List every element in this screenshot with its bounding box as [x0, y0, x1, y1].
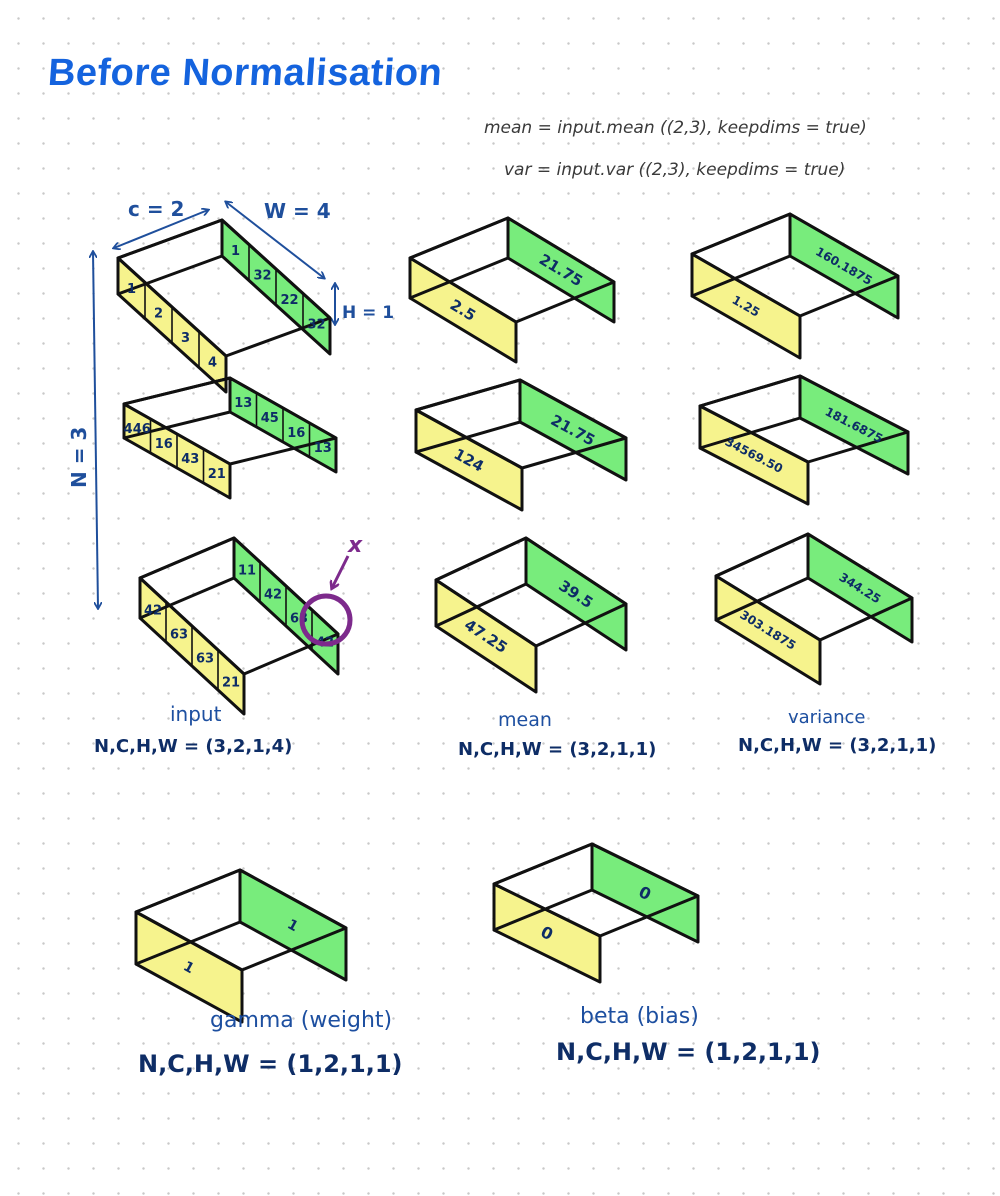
mean-shape: N,C,H,W = (3,2,1,1) [458, 739, 657, 760]
n-dimension-label: N = 3 [67, 427, 91, 488]
input-block-3-green-cell: 42 [264, 588, 282, 603]
variance-block-2-top-face [698, 374, 910, 464]
gamma-block-top-face [134, 868, 348, 972]
input-block-2-green-cell: 13 [314, 441, 332, 456]
input-block-2-yellow-cell: 16 [155, 437, 173, 452]
input-block-1-yellow-cell: 4 [208, 355, 217, 370]
highlight-circle [299, 593, 353, 647]
input-block-2: 446 16 43 21 13 45 16 13 [122, 376, 338, 500]
gamma-shape: N,C,H,W = (1,2,1,1) [138, 1050, 403, 1078]
variance-block-1-top-face [690, 212, 900, 318]
input-block-1-yellow-cell: 2 [154, 306, 163, 321]
input-block-1-top-face [116, 218, 332, 358]
input-block-3-yellow-cell: 63 [196, 652, 214, 667]
input-block-3-green-cell: 11 [238, 564, 256, 579]
variance-shape: N,C,H,W = (3,2,1,1) [738, 735, 937, 756]
input-tensor: 1 2 3 4 1 32 22 32 446 16 43 21 13 45 16 13 42 63 63 21 11 42… [116, 218, 340, 716]
mean-block-1-top-face [408, 216, 616, 324]
w-dimension-label: W = 4 [264, 199, 331, 223]
input-block-2-yellow-cell: 21 [208, 467, 226, 482]
beta-tensor: 00 [492, 842, 700, 984]
input-block-1-green-cell: 32 [253, 268, 271, 283]
input-block-1-yellow-cell: 1 [127, 282, 136, 297]
c-dimension-arrow [114, 210, 208, 248]
mean-formula: mean = input.mean ((2,3), keepdims = tru… [484, 118, 867, 138]
dimension-annotations: c = 2 W = 4 H = 1 N = 3 [67, 197, 394, 608]
input-block-1-yellow-cell: 3 [181, 331, 190, 346]
mean-block-1: 2.521.75 [408, 216, 616, 364]
mean-caption: mean [498, 709, 552, 731]
beta-caption: beta (bias) [580, 1004, 699, 1029]
c-dimension-label: c = 2 [128, 197, 184, 221]
highlight-label: x [347, 533, 363, 558]
input-caption: input [170, 702, 222, 726]
var-formula: var = input.var ((2,3), keepdims = true) [504, 160, 846, 180]
h-dimension-label: H = 1 [342, 303, 394, 323]
input-block-1-green-cell: 32 [307, 317, 325, 332]
input-block-3-top-face [138, 536, 340, 676]
input-block-2-green-cell: 16 [287, 426, 305, 441]
input-block-2-green-cell: 45 [261, 411, 279, 426]
variance-block-3-top-face [714, 532, 914, 642]
highlight-x: x [299, 533, 363, 647]
input-block-1: 1 2 3 4 1 32 22 32 [116, 218, 332, 394]
input-block-1-green-cell: 1 [231, 244, 240, 259]
w-dimension-arrow [226, 202, 324, 278]
mean-block-2-top-face [414, 378, 628, 470]
input-block-3-yellow-cell: 42 [144, 604, 162, 619]
input-block-1-green-cell: 22 [280, 293, 298, 308]
input-block-3-yellow-cell: 63 [170, 628, 188, 643]
highlight-arrow [332, 555, 350, 588]
input-block-3-yellow-cell: 21 [222, 676, 240, 691]
beta-block-top-face [492, 842, 700, 938]
input-block-2-yellow-cell: 446 [124, 422, 151, 437]
gamma-tensor: 11 [134, 868, 348, 1024]
input-block-2-yellow-cell: 43 [181, 452, 199, 467]
input-shape: N,C,H,W = (3,2,1,4) [94, 736, 293, 757]
mean-block-3-top-face [434, 536, 628, 648]
gamma-caption: gamma (weight) [210, 1008, 393, 1033]
variance-caption: variance [788, 707, 866, 728]
input-block-2-green-cell: 13 [234, 396, 252, 411]
input-block-2-top-face [122, 376, 338, 466]
beta-shape: N,C,H,W = (1,2,1,1) [556, 1038, 821, 1066]
n-dimension-arrow [93, 252, 98, 608]
